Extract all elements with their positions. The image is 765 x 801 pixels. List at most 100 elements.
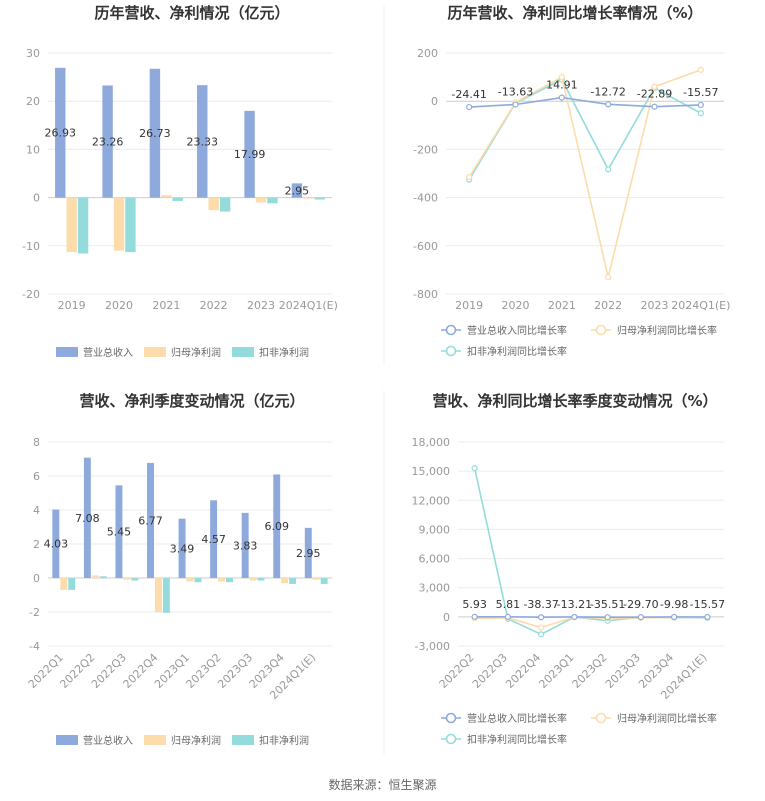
legend-swatch [144, 735, 166, 745]
line-point [512, 101, 519, 108]
data-label: 4.57 [201, 533, 226, 546]
bar [113, 197, 125, 251]
line-point [471, 465, 478, 472]
bar [241, 512, 249, 578]
bar [312, 578, 320, 580]
line-point [466, 103, 473, 111]
y-tick-label: 0 [33, 572, 40, 585]
y-tick-label: 15,000 [412, 465, 451, 478]
legend-swatch [232, 735, 254, 745]
data-label: 26.93 [45, 127, 77, 140]
line-point [558, 73, 565, 81]
bar [219, 197, 231, 212]
y-tick-label: 8 [33, 436, 40, 449]
legend-swatch [232, 347, 254, 357]
bar [267, 197, 278, 204]
data-label: -35.51 [590, 598, 625, 611]
y-tick-label: -20 [22, 288, 40, 301]
data-label: 4.03 [44, 538, 69, 551]
line-point [538, 631, 545, 638]
line-point [704, 613, 711, 621]
line-point [604, 614, 611, 621]
chart-panel-3: 营收、净利季度变动情况（亿元）86420-2-42022Q12022Q22022… [26, 392, 332, 747]
data-label: -22.89 [637, 88, 672, 101]
data-label: 5.45 [107, 526, 132, 539]
y-tick-label: -4 [29, 640, 40, 653]
line-point [605, 166, 612, 173]
bar [208, 197, 219, 211]
y-tick-label: 20 [26, 95, 40, 108]
data-label: -15.57 [683, 86, 718, 99]
line-point [471, 613, 478, 620]
data-label: 14.91 [546, 79, 578, 92]
data-label: 23.26 [92, 136, 124, 149]
bar [291, 183, 303, 198]
bar [83, 457, 91, 578]
bar [172, 197, 183, 201]
legend-label: 扣非净利润 [259, 734, 309, 747]
chart-title: 营收、净利季度变动情况（亿元） [79, 392, 304, 410]
x-tick-label: 2024Q1(E) [671, 299, 730, 312]
bar [210, 500, 218, 578]
x-tick-label: 2022Q2 [437, 651, 477, 691]
x-tick-label: 2020 [502, 299, 530, 312]
data-label: -13.21 [557, 598, 592, 611]
bar [52, 509, 60, 578]
y-tick-label: 30 [26, 47, 40, 60]
legend-swatch [445, 712, 457, 724]
data-label: -29.70 [623, 598, 658, 611]
bar [149, 68, 161, 198]
data-label: -9.98 [660, 598, 688, 611]
legend-swatch [595, 324, 607, 336]
line-point [504, 613, 511, 620]
data-label: -15.57 [690, 598, 725, 611]
bar [257, 578, 265, 581]
data-label: -13.63 [498, 85, 533, 98]
legend-swatch [56, 347, 78, 357]
line-point [538, 614, 545, 621]
data-label: 5.93 [462, 598, 487, 611]
line-point [571, 613, 578, 621]
bar [281, 578, 289, 584]
y-tick-label: -10 [22, 240, 40, 253]
chart-title: 历年营收、净利情况（亿元） [94, 4, 289, 22]
line-point [651, 103, 658, 110]
x-tick-label: 2020 [105, 299, 133, 312]
legend-swatch [445, 345, 457, 357]
bar [186, 578, 194, 582]
line-point [538, 624, 545, 631]
line-point [697, 101, 704, 109]
line-point [466, 174, 473, 181]
y-tick-label: 6 [33, 470, 40, 483]
line-point [697, 66, 704, 73]
y-tick-label: -800 [413, 288, 438, 301]
legend-label: 归母净利润 [171, 734, 221, 747]
y-tick-label: 200 [417, 47, 438, 60]
data-label: -12.72 [590, 85, 625, 98]
y-tick-label: 10 [26, 143, 40, 156]
legend-label: 营业总收入 [83, 734, 133, 747]
bar [289, 578, 297, 584]
legend-label: 扣非净利润同比增长率 [467, 345, 567, 358]
bar [147, 462, 154, 578]
y-tick-label: 18,000 [412, 436, 451, 449]
source-note: 数据来源：恒生聚源 [328, 778, 437, 792]
x-tick-label: 2023Q1 [536, 651, 576, 691]
data-label: 3.83 [233, 539, 258, 552]
y-tick-label: 12,000 [412, 494, 451, 507]
data-label: 6.77 [138, 514, 163, 527]
x-tick-label: 2019 [58, 299, 86, 312]
bar [102, 85, 113, 198]
bar [226, 578, 233, 583]
bar [178, 518, 186, 578]
bar [314, 197, 325, 200]
data-label: 2.95 [296, 547, 321, 560]
line-point [637, 614, 644, 621]
x-tick-label: 2022 [200, 299, 228, 312]
series-line [469, 96, 701, 108]
legend-swatch [445, 733, 457, 745]
y-tick-label: 6,000 [419, 553, 451, 566]
legend-label: 归母净利润同比增长率 [617, 712, 717, 725]
y-tick-label: 0 [33, 192, 40, 205]
